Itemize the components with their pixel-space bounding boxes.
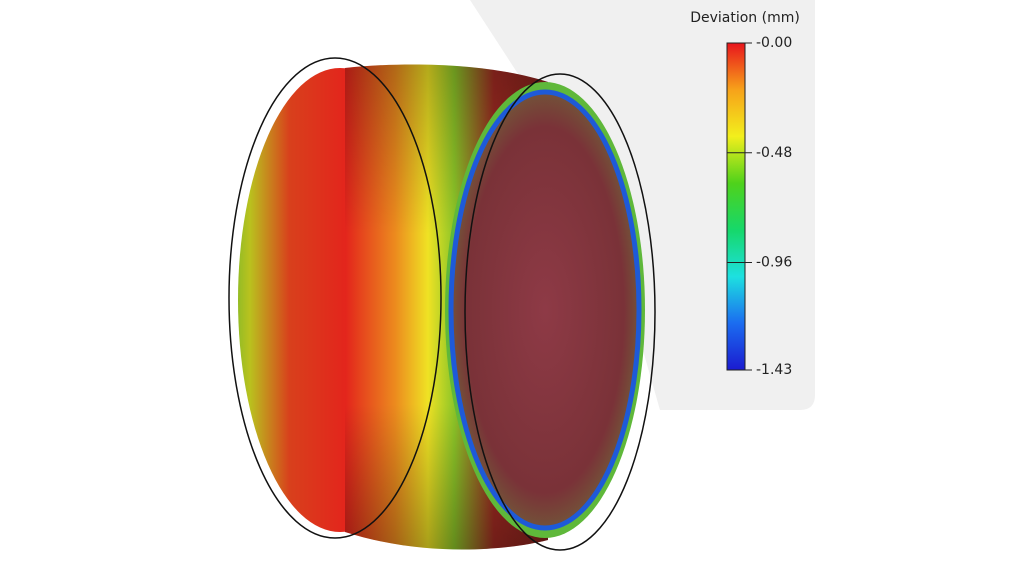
outline-right (464, 73, 656, 551)
colorbar-label: -0.96 (756, 255, 792, 271)
outline-left (228, 57, 442, 539)
legend-title: Deviation (mm) (690, 10, 800, 26)
colorbar (726, 42, 746, 371)
colorbar-label: -0.48 (756, 145, 792, 161)
colorbar-label: -0.00 (756, 35, 792, 51)
cylinder-face (448, 89, 642, 531)
colorbar-label: -1.43 (756, 362, 792, 378)
